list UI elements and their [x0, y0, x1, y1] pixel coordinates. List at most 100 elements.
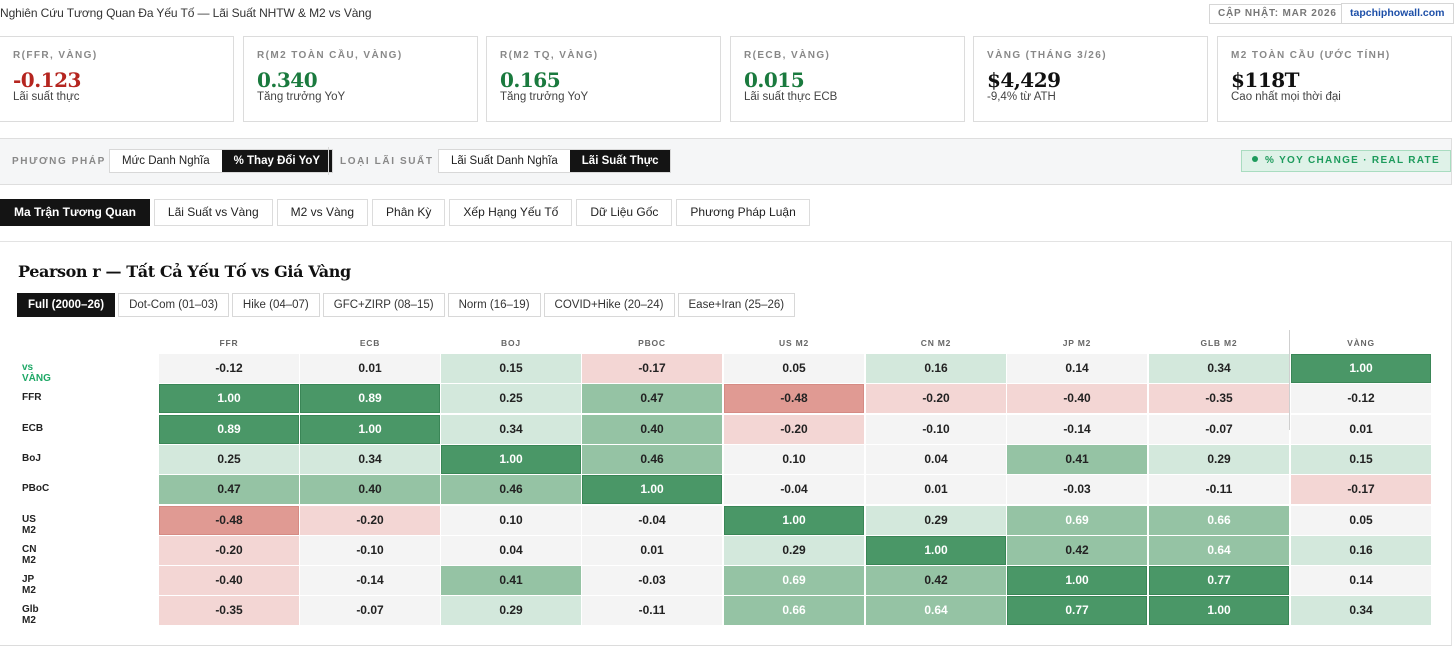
stat-label: M2 TOÀN CẦU (ƯỚC TÍNH): [1231, 50, 1391, 61]
matrix-cell: -0.10: [866, 414, 1006, 444]
column-header: VÀNG: [1347, 338, 1375, 348]
stat-sub: Cao nhất mọi thời đại: [1231, 91, 1341, 103]
matrix-cell: 0.69: [724, 566, 864, 596]
matrix-cell: 0.34: [441, 414, 581, 444]
matrix-cell: 0.34: [1291, 596, 1431, 626]
matrix-cell: -0.11: [582, 596, 722, 626]
row-header: US M2: [22, 513, 36, 536]
matrix-cell: 0.01: [1291, 414, 1431, 444]
stat-label: R(ECB, VÀNG): [744, 50, 831, 61]
tab-item[interactable]: Phân Kỳ: [372, 199, 446, 226]
method-toggle: Mức Danh Nghĩa % Thay Đổi YoY: [109, 149, 334, 173]
stat-sub: Lãi suất thực: [13, 91, 80, 103]
row-header: FFR: [22, 392, 42, 404]
updated-badge: CẬP NHẬT: MAR 2026: [1209, 4, 1346, 24]
matrix-cell: 1.00: [724, 505, 864, 535]
matrix-cell: 0.01: [582, 535, 722, 565]
matrix-cell: 0.34: [300, 444, 440, 474]
matrix-cell: 1.00: [159, 384, 299, 414]
column-header: JP M2: [1062, 338, 1092, 348]
matrix-cell: 0.04: [441, 535, 581, 565]
matrix-cell: -0.07: [300, 596, 440, 626]
mode-badge: % YOY CHANGE · REAL RATE: [1241, 150, 1451, 172]
matrix-cell: 1.00: [300, 414, 440, 444]
matrix-cell: -0.40: [1007, 384, 1147, 414]
stat-value: 0.340: [257, 68, 318, 92]
method-option[interactable]: % Thay Đổi YoY: [221, 150, 333, 172]
matrix-cell: 1.00: [1007, 566, 1147, 596]
matrix-cell: 0.69: [1007, 505, 1147, 535]
matrix-cell: 0.01: [300, 354, 440, 383]
matrix-cell: 1.00: [1291, 354, 1431, 383]
period-button[interactable]: Full (2000–26): [17, 293, 116, 317]
matrix-cell: 0.66: [1149, 505, 1289, 535]
period-button[interactable]: Ease+Iran (25–26): [677, 293, 796, 317]
tab-item[interactable]: Dữ Liệu Gốc: [576, 199, 673, 226]
column-header: US M2: [779, 338, 809, 348]
row-header: vs VÀNG: [22, 362, 51, 384]
row-header: ECB: [22, 422, 44, 434]
matrix-cell: -0.48: [159, 505, 299, 535]
stat-label: R(FFR, VÀNG): [13, 50, 98, 61]
matrix-cell: 0.29: [1149, 444, 1289, 474]
column-header: PBOC: [638, 338, 666, 348]
matrix-cell: 0.89: [159, 414, 299, 444]
matrix-cell: -0.20: [866, 384, 1006, 414]
tab-item[interactable]: Lãi Suất vs Vàng: [153, 199, 273, 226]
matrix-cell: 0.14: [1291, 566, 1431, 596]
stat-value: -0.123: [13, 68, 81, 92]
stat-value: $4,429: [987, 68, 1061, 92]
rate-type-option[interactable]: Lãi Suất Thực: [569, 150, 671, 172]
rate-type-toggle: Lãi Suất Danh Nghĩa Lãi Suất Thực: [438, 149, 672, 173]
matrix-cell: -0.20: [724, 414, 864, 444]
method-option[interactable]: Mức Danh Nghĩa: [122, 155, 210, 167]
tab-item[interactable]: Ma Trận Tương Quan: [0, 199, 150, 226]
matrix-cell: -0.35: [159, 596, 299, 626]
tab-item[interactable]: Xếp Hạng Yếu Tố: [449, 199, 573, 226]
matrix-cell: 0.25: [159, 444, 299, 474]
matrix-cell: 0.10: [724, 444, 864, 474]
matrix-cell: 0.47: [582, 384, 722, 414]
matrix-cell: -0.17: [582, 354, 722, 383]
matrix-cell: 0.16: [1291, 535, 1431, 565]
period-button[interactable]: Dot-Com (01–03): [118, 293, 229, 317]
mode-badge-text: % YOY CHANGE · REAL RATE: [1265, 155, 1440, 166]
matrix-cell: -0.04: [724, 475, 864, 505]
matrix-cell: 1.00: [866, 535, 1006, 565]
matrix-cell: 0.15: [1291, 444, 1431, 474]
main-tabs: Ma Trận Tương Quan Lãi Suất vs Vàng M2 vs …: [0, 199, 810, 227]
stat-card: R(M2 TQ, VÀNG) 0.165 Tăng trưởng YoY: [486, 36, 721, 122]
matrix-cell: 0.64: [1149, 535, 1289, 565]
matrix-cell: 0.66: [724, 596, 864, 626]
row-header: PBoC: [22, 483, 50, 495]
tab-item[interactable]: M2 vs Vàng: [276, 199, 369, 226]
matrix-cell: 0.89: [300, 384, 440, 414]
matrix-cell: 0.40: [300, 475, 440, 505]
column-header: FFR: [219, 338, 239, 348]
matrix-cell: 0.16: [866, 354, 1006, 383]
matrix-cell: 0.15: [441, 354, 581, 383]
site-link[interactable]: tapchiphowall.com: [1341, 3, 1454, 24]
matrix-cell: 0.04: [866, 444, 1006, 474]
matrix-cell: -0.14: [1007, 414, 1147, 444]
period-button[interactable]: Norm (16–19): [447, 293, 541, 317]
matrix-cell: -0.40: [159, 566, 299, 596]
tab-item[interactable]: Phương Pháp Luận: [676, 199, 810, 226]
rate-type-option[interactable]: Lãi Suất Danh Nghĩa: [451, 155, 558, 167]
stat-label: R(M2 TQ, VÀNG): [500, 50, 599, 61]
vang-column-divider: [1289, 330, 1290, 430]
page-title: Nghiên Cứu Tương Quan Đa Yếu Tố — Lãi Su…: [0, 6, 372, 20]
control-bar: PHƯƠNG PHÁP Mức Danh Nghĩa % Thay Đổi YoY…: [0, 138, 1452, 185]
rate-label: LOẠI LÃI SUẤT: [340, 156, 434, 167]
period-button[interactable]: COVID+Hike (20–24): [543, 293, 675, 317]
control-divider: [328, 147, 329, 175]
stat-value: $118T: [1231, 68, 1300, 92]
matrix-cell: 0.42: [866, 566, 1006, 596]
matrix-cell: 0.40: [582, 414, 722, 444]
period-button[interactable]: Hike (04–07): [231, 293, 320, 317]
matrix-cell: 0.42: [1007, 535, 1147, 565]
matrix-cell: 0.77: [1149, 566, 1289, 596]
stat-sub: Tăng trưởng YoY: [500, 91, 589, 103]
row-header: JP M2: [22, 574, 36, 597]
period-button[interactable]: GFC+ZIRP (08–15): [322, 293, 445, 317]
